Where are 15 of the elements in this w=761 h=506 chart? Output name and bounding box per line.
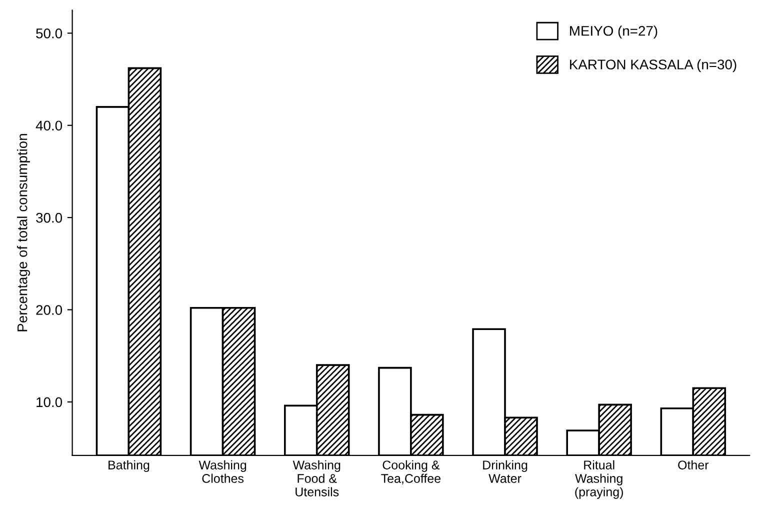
- x-tick-label: Washing Food & Utensils: [292, 460, 340, 496]
- y-tick-label: 30.0: [36, 212, 62, 223]
- x-tick-label: Other: [678, 460, 709, 470]
- y-tick-label: 50.0: [36, 28, 62, 38]
- y-axis-title: Percentage of total consumption: [17, 134, 30, 332]
- x-tick-label: Ritual Washing (praying): [575, 460, 623, 499]
- x-tick-label: Drinking Water: [483, 460, 528, 483]
- y-tick-label: 40.0: [36, 120, 62, 131]
- legend-label: KARTON KASSALA (n=30): [570, 59, 736, 72]
- y-tick-label: 20.0: [36, 305, 62, 315]
- y-tick-label: 10.0: [36, 397, 62, 408]
- legend-label: MEIYO (n=27): [570, 26, 658, 39]
- x-tick-label: Washing Clothes: [198, 460, 246, 483]
- x-tick-label: Cooking & Tea,Coffee: [381, 460, 441, 484]
- x-tick-label: Bathing: [108, 460, 150, 472]
